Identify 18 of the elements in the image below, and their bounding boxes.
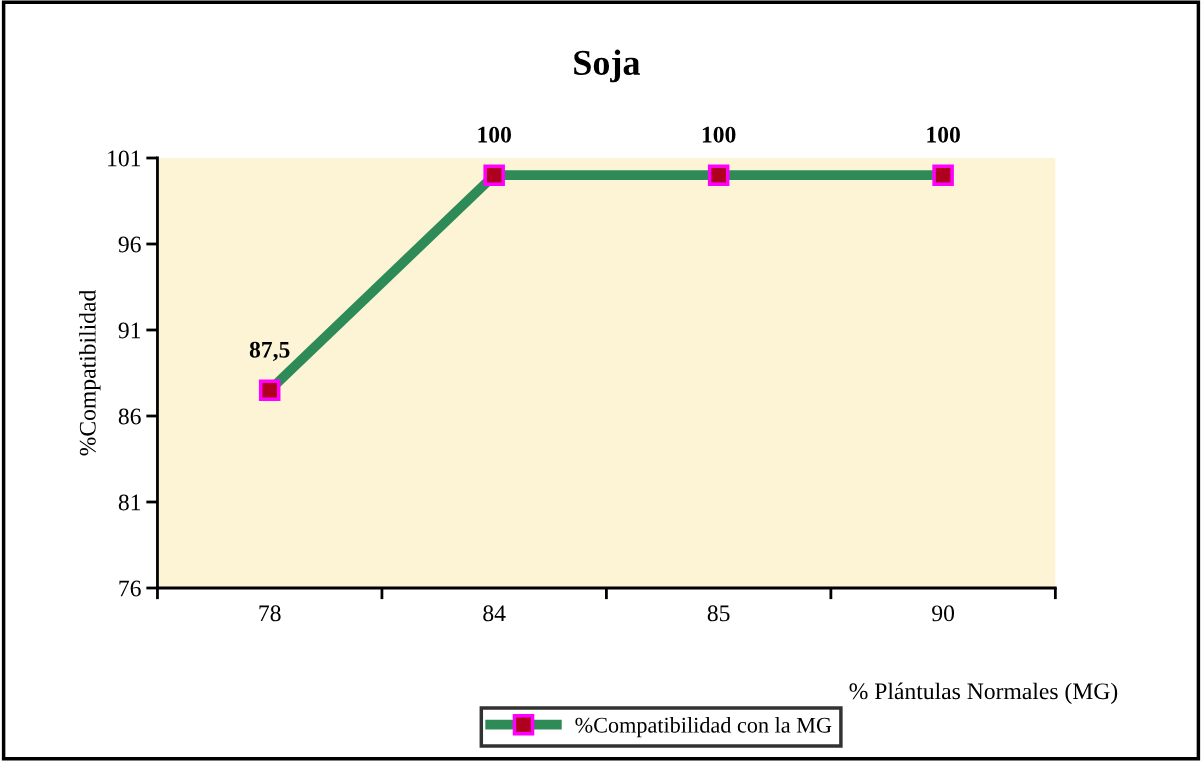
y-tick-label: 91 (118, 322, 141, 339)
legend-label: %Compatibilidad con la MG (575, 717, 832, 738)
x-tick-label: 90 (932, 605, 955, 622)
x-tick-label: 84 (483, 605, 506, 622)
data-label: 100 (478, 126, 511, 143)
x-tick-label: 85 (707, 605, 730, 622)
data-label: 100 (927, 126, 960, 143)
x-axis-title: % Plántulas Normales (MG) (849, 682, 1118, 705)
chart-title: Soja (574, 49, 640, 83)
x-tick-label: 78 (259, 605, 281, 622)
y-tick-label: 81 (118, 494, 141, 511)
data-label: 87,5 (249, 341, 290, 362)
y-axis-title: %Compatibilidad (79, 290, 101, 456)
y-tick-label: 86 (118, 408, 141, 425)
y-tick-label: 96 (118, 236, 141, 253)
data-label: 100 (702, 126, 736, 143)
y-tick-label: 101 (108, 150, 141, 167)
y-tick-label: 76 (119, 580, 141, 597)
